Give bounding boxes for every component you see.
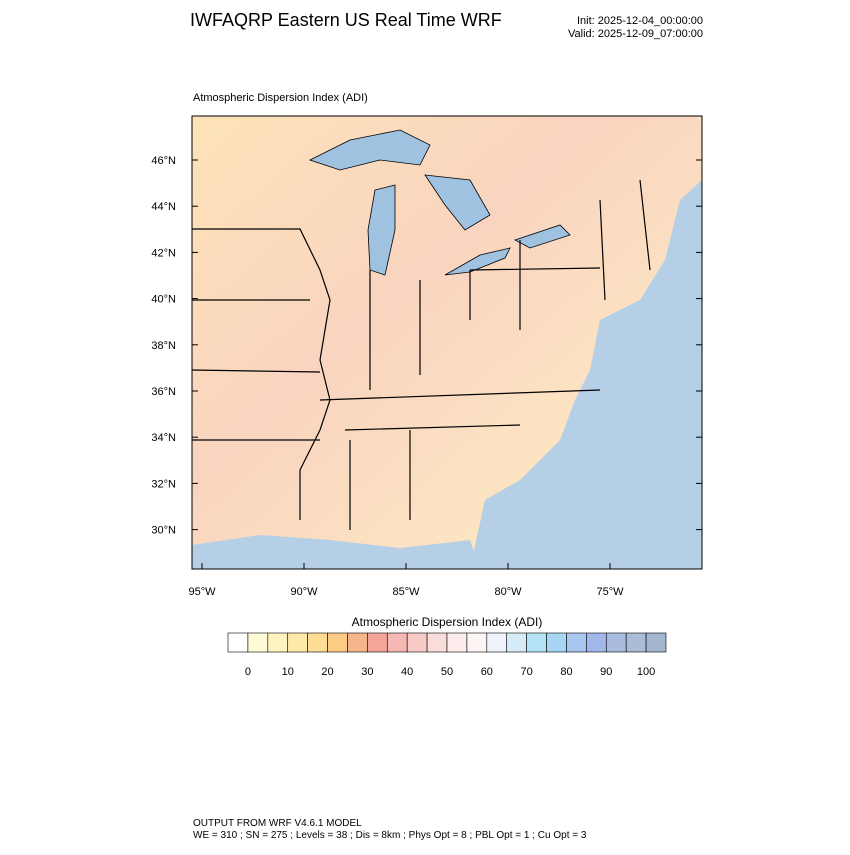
colorbar-box bbox=[486, 632, 508, 653]
colorbar-box bbox=[645, 632, 667, 653]
colorbar-label: 60 bbox=[481, 666, 493, 678]
map-frame bbox=[191, 115, 703, 570]
colorbar-label: 90 bbox=[600, 666, 612, 678]
colorbar-label: 40 bbox=[401, 666, 413, 678]
colorbar-box bbox=[586, 632, 607, 653]
lat-label: 34°N bbox=[151, 432, 176, 444]
lat-label: 38°N bbox=[151, 340, 176, 352]
colorbar-box bbox=[466, 632, 488, 653]
lake-ontario bbox=[513, 224, 571, 249]
colorbar-box bbox=[227, 632, 249, 653]
colorbar-label: 70 bbox=[521, 666, 533, 678]
colorbar-box bbox=[307, 632, 328, 653]
lon-label: 75°W bbox=[596, 586, 624, 598]
colorbar-label: 30 bbox=[361, 666, 373, 678]
lon-label: 95°W bbox=[188, 586, 216, 598]
colorbar-label: 50 bbox=[441, 666, 453, 678]
colorbar-box bbox=[247, 632, 269, 653]
colorbar-box bbox=[267, 632, 289, 653]
footer-line: OUTPUT FROM WRF V4.6.1 MODEL bbox=[193, 818, 362, 829]
colorbar-box bbox=[605, 632, 627, 653]
lake-superior bbox=[308, 129, 431, 171]
colorbar-label: 10 bbox=[282, 666, 294, 678]
gulf bbox=[192, 535, 480, 569]
colorbar-box bbox=[625, 632, 647, 653]
colorbar-label: 0 bbox=[245, 666, 251, 678]
lat-label: 46°N bbox=[151, 155, 176, 167]
valid-time: Valid: 2025-12-09_07:00:00 bbox=[568, 28, 703, 40]
colorbar-box bbox=[287, 632, 308, 653]
colorbar-box bbox=[386, 632, 408, 653]
map-label: Atmospheric Dispersion Index (ADI) bbox=[193, 92, 368, 104]
colorbar-box bbox=[546, 632, 567, 653]
colorbar-box bbox=[446, 632, 468, 653]
lon-label: 90°W bbox=[290, 586, 318, 598]
lat-label: 40°N bbox=[151, 294, 176, 306]
lon-label: 85°W bbox=[392, 586, 420, 598]
ocean bbox=[470, 180, 702, 569]
colorbar-box bbox=[367, 632, 388, 653]
footer-line: WE = 310 ; SN = 275 ; Levels = 38 ; Dis … bbox=[193, 830, 587, 841]
lake-erie bbox=[444, 247, 511, 276]
map-area bbox=[192, 116, 702, 569]
colorbar-label: 20 bbox=[321, 666, 333, 678]
colorbar-box bbox=[526, 632, 547, 653]
colorbar-title: Atmospheric Dispersion Index (ADI) bbox=[352, 615, 543, 629]
colorbar-box bbox=[406, 632, 428, 653]
init-time: Init: 2025-12-04_00:00:00 bbox=[577, 15, 703, 27]
colorbar-box bbox=[566, 632, 587, 653]
colorbar-label: 100 bbox=[637, 666, 655, 678]
lake-huron bbox=[424, 174, 491, 231]
colorbar-box bbox=[426, 632, 448, 653]
lat-label: 42°N bbox=[151, 247, 176, 259]
lat-label: 32°N bbox=[151, 478, 176, 490]
lake-michigan bbox=[367, 184, 396, 276]
title: IWFAQRP Eastern US Real Time WRF bbox=[190, 10, 502, 30]
state-borders bbox=[192, 179, 651, 530]
lon-label: 80°W bbox=[494, 586, 522, 598]
lat-label: 44°N bbox=[151, 201, 176, 213]
colorbar-box bbox=[506, 632, 527, 653]
colorbar-box bbox=[327, 632, 348, 653]
colorbar-box bbox=[347, 632, 368, 653]
lat-label: 30°N bbox=[151, 525, 176, 537]
lat-label: 36°N bbox=[151, 386, 176, 398]
colorbar-label: 80 bbox=[560, 666, 572, 678]
